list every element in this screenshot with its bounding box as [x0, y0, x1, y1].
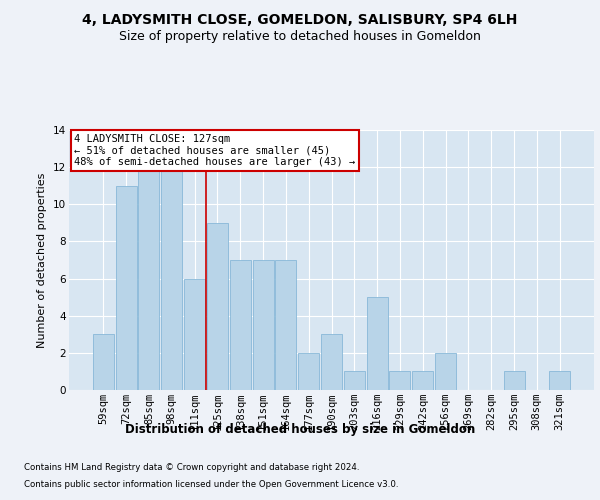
Bar — [389, 372, 410, 390]
Text: Contains public sector information licensed under the Open Government Licence v3: Contains public sector information licen… — [24, 480, 398, 489]
Bar — [298, 353, 319, 390]
Bar — [321, 334, 342, 390]
Bar — [253, 260, 274, 390]
Text: Distribution of detached houses by size in Gomeldon: Distribution of detached houses by size … — [125, 422, 475, 436]
Bar — [93, 334, 114, 390]
Bar — [184, 278, 205, 390]
Bar — [367, 297, 388, 390]
Bar — [161, 167, 182, 390]
Y-axis label: Number of detached properties: Number of detached properties — [37, 172, 47, 348]
Bar — [549, 372, 570, 390]
Bar — [207, 223, 228, 390]
Bar — [435, 353, 456, 390]
Text: 4, LADYSMITH CLOSE, GOMELDON, SALISBURY, SP4 6LH: 4, LADYSMITH CLOSE, GOMELDON, SALISBURY,… — [82, 12, 518, 26]
Text: 4 LADYSMITH CLOSE: 127sqm
← 51% of detached houses are smaller (45)
48% of semi-: 4 LADYSMITH CLOSE: 127sqm ← 51% of detac… — [74, 134, 355, 167]
Text: Contains HM Land Registry data © Crown copyright and database right 2024.: Contains HM Land Registry data © Crown c… — [24, 462, 359, 471]
Text: Size of property relative to detached houses in Gomeldon: Size of property relative to detached ho… — [119, 30, 481, 43]
Bar — [116, 186, 137, 390]
Bar — [230, 260, 251, 390]
Bar — [275, 260, 296, 390]
Bar — [344, 372, 365, 390]
Bar — [412, 372, 433, 390]
Bar — [503, 372, 524, 390]
Bar — [139, 167, 160, 390]
